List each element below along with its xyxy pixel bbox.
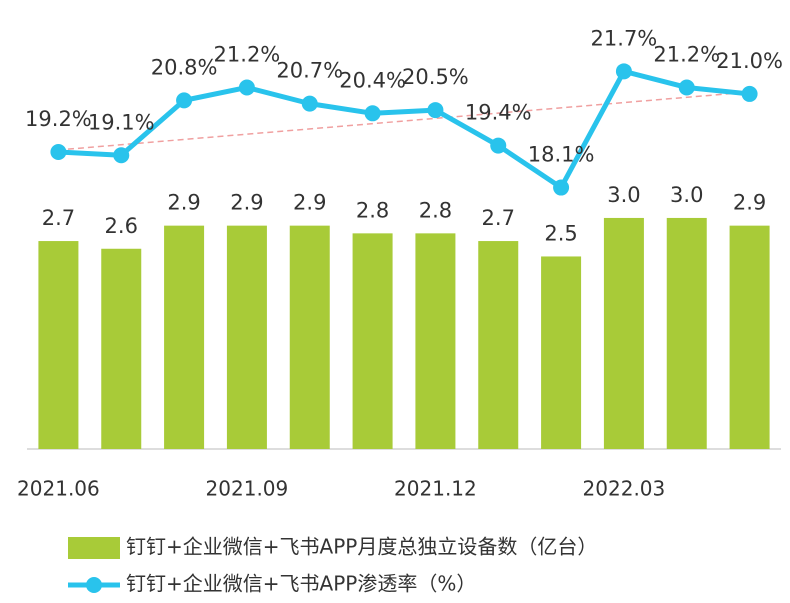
line-point xyxy=(741,85,758,102)
bar xyxy=(603,217,644,449)
bar xyxy=(38,241,79,449)
line-point xyxy=(553,179,570,196)
bar xyxy=(226,225,267,449)
bar xyxy=(541,256,582,449)
line-point xyxy=(678,79,695,96)
bar xyxy=(729,225,770,449)
line-value-label: 18.1% xyxy=(528,143,595,167)
bar-value-label: 2.9 xyxy=(167,191,200,215)
line-point xyxy=(301,95,318,112)
bar xyxy=(164,225,205,449)
bar xyxy=(289,225,330,449)
bar-value-label: 3.0 xyxy=(670,183,703,207)
bar-value-label: 2.7 xyxy=(482,206,515,230)
line-value-label: 21.0% xyxy=(716,49,783,73)
x-tick-label: 2021.06 xyxy=(17,477,100,501)
line-point xyxy=(50,144,67,161)
line-point xyxy=(113,147,130,164)
line xyxy=(58,68,750,191)
bar xyxy=(352,233,393,449)
legend-label: 钉钉+企业微信+飞书APP月度总独立设备数（亿台） xyxy=(126,535,597,559)
legend-label: 钉钉+企业微信+飞书APP渗透率（%） xyxy=(126,572,476,596)
line-value-label: 20.7% xyxy=(276,59,343,83)
bar-value-label: 2.6 xyxy=(105,214,138,238)
bar-value-label: 2.9 xyxy=(230,191,263,215)
bar-value-label: 2.8 xyxy=(419,198,452,222)
bar xyxy=(478,241,519,449)
line-point xyxy=(238,79,255,96)
bar-value-label: 3.0 xyxy=(607,183,640,207)
line-value-label: 20.4% xyxy=(339,68,406,92)
x-tick-label: 2021.12 xyxy=(394,477,477,501)
line-value-label: 19.2% xyxy=(25,107,92,131)
bar xyxy=(666,217,707,449)
bar-value-label: 2.7 xyxy=(42,206,75,230)
line-value-label: 21.7% xyxy=(591,26,658,50)
x-tick-label: 2022.03 xyxy=(583,477,666,501)
bar-value-label: 2.8 xyxy=(356,198,389,222)
line-point xyxy=(490,137,507,154)
line-point xyxy=(615,63,632,80)
x-tick-label: 2021.09 xyxy=(206,477,289,501)
line-point xyxy=(176,92,193,109)
legend-swatch-dot xyxy=(86,577,102,593)
line-value-label: 21.2% xyxy=(653,42,720,66)
bar xyxy=(101,248,142,449)
trend-line xyxy=(57,91,751,151)
line-value-label: 20.5% xyxy=(402,65,469,89)
bar-value-label: 2.9 xyxy=(293,191,326,215)
bar-value-label: 2.9 xyxy=(733,191,766,215)
line-value-label: 21.2% xyxy=(214,42,281,66)
legend-swatch-bar xyxy=(68,537,120,559)
line-value-label: 19.4% xyxy=(465,101,532,125)
line-point xyxy=(364,105,381,122)
bar-value-label: 2.5 xyxy=(544,221,577,245)
line-point xyxy=(427,102,444,119)
bar xyxy=(415,233,456,449)
line-value-label: 19.1% xyxy=(88,110,155,134)
line-value-label: 20.8% xyxy=(151,55,218,79)
